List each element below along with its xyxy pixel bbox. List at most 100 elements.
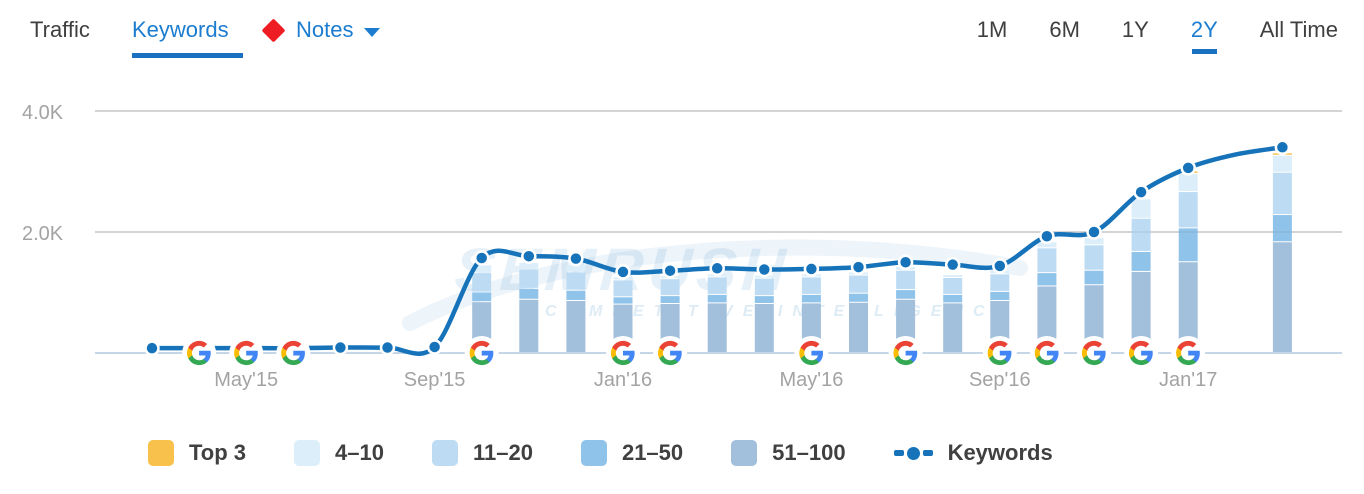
- tab-keywords[interactable]: Keywords: [132, 17, 229, 42]
- keywords-point[interactable]: [332, 339, 349, 356]
- notes-toggle[interactable]: Notes: [261, 17, 381, 43]
- google-note-icon[interactable]: [982, 336, 1017, 370]
- legend-label: 11–20: [472, 440, 533, 465]
- bar-segment-51-100: [1037, 286, 1057, 352]
- keyword-position-bar[interactable]: [1272, 153, 1292, 352]
- keywords-point[interactable]: [521, 248, 537, 264]
- keywords-point[interactable]: [426, 339, 443, 355]
- bar-segment-11-20: [801, 277, 821, 294]
- keywords-point[interactable]: [850, 259, 867, 275]
- google-note-icon[interactable]: [1029, 336, 1064, 370]
- legend-item-21-50[interactable]: 21–50: [580, 440, 683, 466]
- bar-segment-21-50: [1084, 270, 1104, 285]
- range-1y[interactable]: 1Y: [1121, 17, 1149, 42]
- keywords-point[interactable]: [662, 262, 678, 279]
- google-note-icon[interactable]: [653, 336, 688, 370]
- note-diamond-icon: [261, 17, 286, 43]
- legend-label: Keywords: [947, 440, 1053, 465]
- bar-segment-4-10: [1084, 238, 1104, 245]
- keyword-position-bar[interactable]: [1084, 238, 1104, 352]
- keyword-position-bar[interactable]: [566, 265, 586, 352]
- bar-segment-51-100: [1084, 285, 1104, 352]
- legend-item-4-10[interactable]: 4–10: [294, 440, 384, 466]
- bar-segment-11-20: [1272, 172, 1292, 215]
- keywords-point[interactable]: [144, 340, 160, 356]
- keyword-position-bar[interactable]: [707, 274, 727, 352]
- bar-segment-11-20: [472, 273, 492, 292]
- keywords-point[interactable]: [568, 250, 584, 267]
- bar-segment-51-100: [519, 299, 539, 352]
- tab-traffic[interactable]: Traffic: [30, 17, 90, 42]
- bar-segment-11-20: [1084, 245, 1104, 270]
- keywords-point[interactable]: [379, 339, 396, 356]
- range-2y[interactable]: 2Y: [1190, 17, 1218, 54]
- bar-segment-21-50: [660, 296, 680, 303]
- legend-item-11-20[interactable]: 11–20: [431, 440, 533, 466]
- google-note-icon[interactable]: [1124, 336, 1159, 370]
- keywords-point[interactable]: [615, 264, 631, 280]
- keyword-position-bar[interactable]: [519, 262, 539, 352]
- bar-segment-21-50: [990, 291, 1010, 300]
- bar-segment-11-20: [990, 274, 1010, 291]
- bar-segment-21-50: [801, 294, 821, 303]
- legend-item-top3[interactable]: Top 3: [148, 440, 246, 466]
- keyword-position-bar[interactable]: [1037, 242, 1057, 352]
- range-1m[interactable]: 1M: [976, 17, 1008, 42]
- bar-segment-51-100: [1178, 262, 1198, 352]
- bar-segment-21-50: [1272, 215, 1292, 242]
- keywords-chart: 2.0K 4.0K May'15 Sep'15 Jan'16 May'16 Sep'16 Ja…: [22, 102, 1342, 391]
- range-all-time[interactable]: All Time: [1259, 17, 1338, 42]
- keywords-point[interactable]: [803, 261, 820, 277]
- bar-segment-21-50: [707, 294, 727, 303]
- bar-segment-4-10: [519, 262, 539, 269]
- keywords-point[interactable]: [1133, 184, 1149, 200]
- keyword-position-bar[interactable]: [1131, 199, 1151, 352]
- bar-segment-21-50: [754, 296, 774, 303]
- google-note-icon[interactable]: [794, 336, 829, 370]
- keywords-point[interactable]: [1274, 139, 1291, 156]
- bar-segment-51-100: [566, 300, 586, 352]
- chart-legend: Top 3 4–10 11–20 21–50 51–100 Keywords: [148, 440, 1053, 466]
- bar-segment-4-10: [1272, 155, 1292, 172]
- bar-segment-21-50: [943, 294, 963, 303]
- bar-segment-4-10: [472, 265, 492, 273]
- active-tab-underline: [132, 53, 243, 58]
- google-note-icon[interactable]: [888, 336, 923, 370]
- bar-segment-21-50: [566, 290, 586, 300]
- bar-segment-51-100: [849, 302, 868, 352]
- google-note-icon[interactable]: [276, 336, 311, 370]
- keyword-position-bar[interactable]: [849, 272, 868, 352]
- google-note-icon[interactable]: [606, 336, 640, 370]
- keywords-point[interactable]: [1180, 160, 1196, 176]
- google-note-icon[interactable]: [229, 336, 264, 370]
- legend-item-51-100[interactable]: 51–100: [731, 440, 846, 466]
- keywords-point[interactable]: [897, 254, 914, 270]
- keyword-position-bar[interactable]: [943, 274, 963, 352]
- google-note-icon[interactable]: [182, 336, 217, 370]
- keywords-point[interactable]: [1039, 228, 1055, 244]
- keywords-point[interactable]: [944, 256, 961, 273]
- range-6m[interactable]: 6M: [1049, 17, 1080, 42]
- bar-segment-11-20: [1131, 218, 1151, 251]
- x-axis-label: Jan'17: [1159, 369, 1217, 391]
- time-range-selector: 1M 6M 1Y 2Y All Time: [976, 17, 1338, 54]
- keywords-point[interactable]: [709, 260, 725, 277]
- legend-item-keywords[interactable]: Keywords: [893, 440, 1053, 466]
- keywords-point[interactable]: [992, 258, 1008, 274]
- google-note-icon[interactable]: [1077, 336, 1111, 370]
- keyword-position-bar[interactable]: [754, 275, 774, 352]
- google-note-icon[interactable]: [464, 336, 499, 370]
- google-note-icon[interactable]: [1171, 336, 1206, 370]
- legend-label: Top 3: [189, 440, 247, 465]
- bar-segment-4-10: [1037, 242, 1057, 248]
- notes-label: Notes: [296, 17, 354, 42]
- keywords-point[interactable]: [1086, 224, 1102, 240]
- keywords-point[interactable]: [473, 250, 490, 266]
- legend-label: 51–100: [772, 440, 846, 465]
- keywords-point[interactable]: [756, 261, 773, 278]
- bar-segment-51-100: [754, 303, 774, 352]
- keyword-position-bar[interactable]: [1178, 171, 1198, 353]
- bar-segment-4-10: [943, 274, 963, 277]
- x-axis-label: Jan'16: [594, 369, 652, 391]
- bar-segment-4-10: [1131, 199, 1151, 218]
